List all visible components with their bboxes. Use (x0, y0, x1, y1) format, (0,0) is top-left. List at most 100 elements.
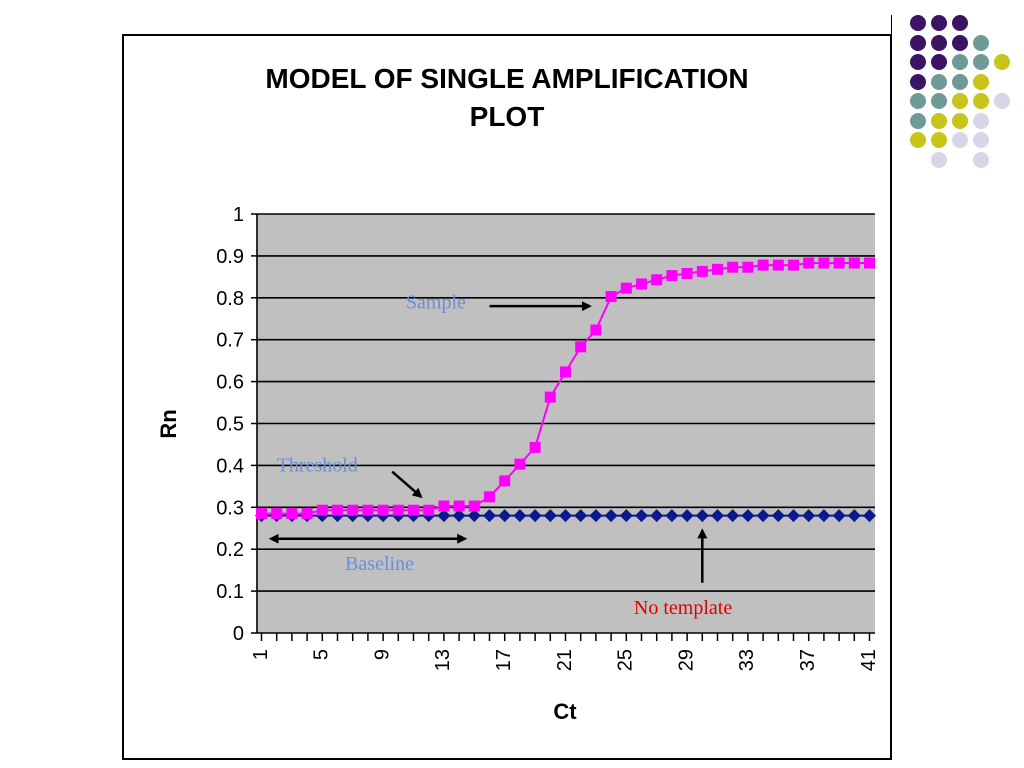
decor-dot (931, 34, 947, 51)
decor-dot (931, 73, 947, 90)
decor-dot (952, 15, 968, 31)
annotation-text: Baseline (345, 553, 414, 575)
decor-dot (994, 93, 1010, 109)
data-point-square (271, 508, 283, 520)
data-point-square (818, 257, 830, 269)
decor-dot (910, 34, 926, 51)
x-tick-label: 33 (736, 649, 758, 671)
data-point-square (696, 265, 708, 277)
x-tick-label: 37 (797, 649, 819, 671)
decor-dot (931, 54, 947, 70)
decor-dot (994, 54, 1010, 70)
data-point-diamond (847, 509, 861, 523)
data-point-diamond (726, 509, 740, 523)
data-point-diamond (665, 509, 679, 523)
decor-dot (952, 93, 968, 109)
data-point-square (651, 274, 663, 286)
decor-dot (973, 151, 989, 168)
data-point-square (833, 257, 845, 269)
data-point-diamond (832, 509, 846, 523)
data-point-square (484, 491, 495, 503)
chart-title-line1: MODEL OF SINGLE AMPLIFICATION (265, 63, 749, 94)
x-tick-label: 25 (615, 649, 637, 671)
decor-dot (973, 34, 989, 51)
data-point-square (560, 366, 571, 378)
data-point-diamond (467, 509, 481, 523)
data-point-square (377, 504, 389, 516)
y-tick-label: 0.1 (216, 581, 244, 603)
data-point-square (666, 270, 678, 282)
data-point-diamond (741, 509, 755, 523)
x-tick-label: 29 (675, 649, 697, 671)
annotation-arrow (391, 470, 423, 499)
x-tick-label: 5 (311, 649, 333, 660)
decor-dot (910, 132, 926, 148)
data-point-square (408, 504, 419, 516)
data-point-square (256, 508, 267, 520)
decor-dot (931, 93, 947, 109)
data-point-square (286, 508, 298, 520)
data-point-square (347, 504, 359, 516)
y-tick-label: 0.3 (216, 497, 244, 519)
data-point-square (772, 259, 784, 271)
decor-dot (931, 132, 947, 148)
data-point-diamond (528, 509, 542, 523)
data-point-diamond (756, 509, 770, 523)
y-tick-label: 0 (233, 623, 244, 645)
data-point-square (742, 261, 754, 273)
data-point-square (712, 263, 723, 275)
y-tick-label: 1 (233, 204, 244, 226)
data-point-diamond (817, 509, 831, 523)
axes: 0 0.1 0.2 0.3 0.4 0.5 0.6 0.7 0.8 0.9 1 1 5 9 13 17 21 25… (216, 204, 880, 671)
data-point-square (362, 504, 374, 516)
data-point-square (788, 259, 799, 271)
data-point-square (514, 458, 526, 470)
decor-dot (910, 73, 926, 90)
decor-dot (952, 54, 968, 70)
annotation-text: Threshold (277, 455, 358, 477)
x-axis-label: Ct (553, 699, 577, 724)
data-point-square (605, 291, 617, 303)
data-point-diamond (695, 509, 709, 523)
decor-dot (973, 132, 989, 148)
series (255, 257, 876, 523)
x-tick-label: 1 (250, 649, 272, 660)
chart-title-line2: PLOT (469, 101, 545, 132)
y-axis-label: Rn (156, 409, 181, 438)
chart-frame (122, 34, 892, 760)
decor-dot (952, 112, 968, 129)
data-point-diamond (771, 509, 785, 523)
data-point-square (301, 508, 313, 520)
annotation-text: No template (634, 597, 732, 619)
data-point-square (590, 324, 602, 336)
data-point-square (453, 500, 465, 512)
data-point-square (848, 257, 860, 269)
annotations: Sample Threshold Baseline No template (268, 291, 732, 619)
annotation-text: Sample (406, 291, 466, 313)
data-point-diamond (437, 509, 451, 523)
chart-title: MODEL OF SINGLE AMPLIFICATION PLOT (122, 60, 892, 136)
data-point-square (803, 257, 815, 269)
decor-dot (910, 93, 926, 109)
data-point-square (864, 257, 875, 269)
decor-dot (973, 112, 989, 129)
decor-dot (952, 73, 968, 90)
data-point-square (575, 341, 587, 353)
data-point-diamond (589, 509, 603, 523)
data-point-square (529, 441, 541, 453)
decor-dot (931, 112, 947, 129)
data-point-square (468, 500, 480, 512)
data-point-square (316, 504, 328, 516)
data-point-diamond (483, 509, 496, 523)
x-tick-label: 9 (371, 649, 393, 660)
y-tick-label: 0.5 (216, 414, 244, 436)
data-point-diamond (498, 509, 512, 523)
data-point-square (332, 504, 343, 516)
data-point-diamond (604, 509, 618, 523)
decor-dot (973, 54, 989, 70)
data-point-diamond (635, 509, 648, 523)
data-point-diamond (680, 509, 694, 523)
data-point-square (438, 500, 450, 512)
decor-dot (910, 54, 926, 70)
